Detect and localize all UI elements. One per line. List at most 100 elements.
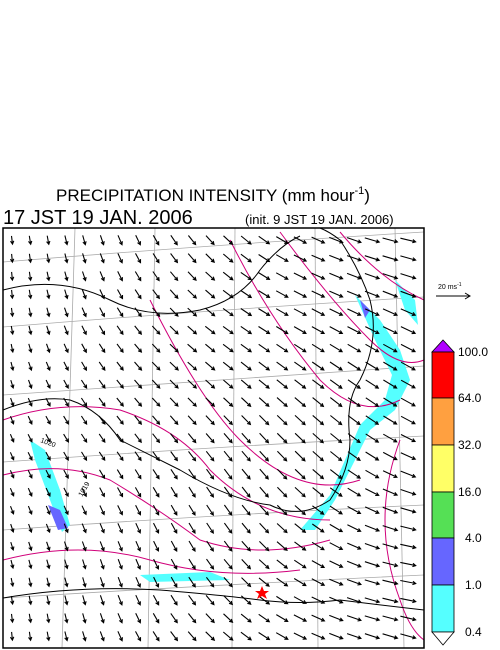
- wind-arrow: [294, 397, 307, 408]
- wind-arrow: [329, 505, 343, 515]
- wind-arrow: [10, 595, 15, 606]
- wind-arrow: [222, 289, 234, 299]
- title-text: PRECIPITATION INTENSITY (mm hour: [56, 186, 355, 205]
- wind-arrow: [206, 468, 215, 480]
- wind-arrow: [276, 343, 289, 353]
- wind-arrow: [329, 632, 344, 640]
- wind-arrow: [240, 271, 253, 281]
- wind-arrow: [64, 559, 69, 570]
- wind-arrow: [364, 524, 381, 532]
- wind-arrow: [98, 343, 106, 354]
- wind-arrow: [206, 558, 215, 570]
- wind-arrow: [240, 343, 253, 353]
- colorbar-segment: [431, 351, 455, 399]
- wind-arrow: [99, 541, 105, 552]
- wind-arrow: [45, 469, 51, 479]
- wind-arrow: [293, 272, 308, 280]
- wind-arrow: [82, 631, 87, 642]
- wind-arrow: [329, 361, 343, 371]
- wind-arrow: [27, 451, 33, 461]
- colorbar-segment: [431, 491, 455, 539]
- wind-arrow: [382, 633, 399, 640]
- colorbar-segment: [431, 537, 455, 586]
- wind-arrow: [276, 523, 288, 534]
- wind-arrow: [223, 415, 233, 426]
- wind-arrow: [117, 235, 123, 246]
- wind-arrow: [223, 397, 234, 407]
- title-superscript: -1: [355, 185, 365, 197]
- wind-arrow: [134, 271, 142, 282]
- wind-arrow: [80, 415, 88, 425]
- wind-arrow: [382, 561, 399, 568]
- wind-arrow: [152, 469, 160, 480]
- wind-arrow: [205, 450, 215, 462]
- wind-arrow: [82, 613, 87, 624]
- wind-arrow: [275, 632, 289, 640]
- wind-arrow: [400, 255, 417, 262]
- wind-arrow: [365, 379, 380, 389]
- wind-arrow: [28, 613, 33, 624]
- wind-arrow: [27, 379, 33, 390]
- wind-arrow: [382, 308, 399, 316]
- wind-arrow: [205, 271, 216, 281]
- wind-arrow: [116, 361, 124, 371]
- wind-arrow: [98, 361, 106, 372]
- wind-arrow: [294, 450, 306, 462]
- wind-arrow: [258, 397, 270, 408]
- wind-arrow: [258, 361, 271, 371]
- wind-arrow: [116, 433, 124, 444]
- wind-arrow: [382, 525, 399, 532]
- wind-arrow: [45, 415, 51, 425]
- wind-arrow: [329, 578, 344, 586]
- wind-arrow: [170, 433, 179, 444]
- wind-arrow: [329, 560, 344, 568]
- wind-arrow: [258, 632, 271, 641]
- wind-arrow: [223, 379, 234, 389]
- wind-arrow: [311, 560, 326, 568]
- wind-arrow: [135, 540, 141, 552]
- wind-arrow: [346, 560, 362, 568]
- wind-arrow: [27, 487, 33, 497]
- wind-arrow: [400, 290, 417, 298]
- wind-arrow: [27, 415, 33, 425]
- wind-arrow: [240, 235, 252, 245]
- wind-arrow: [187, 433, 197, 444]
- wind-arrow: [400, 273, 417, 280]
- wind-arrow: [383, 343, 398, 353]
- wind-arrow: [276, 326, 289, 335]
- wind-arrow: [81, 487, 87, 498]
- wind-arrow: [205, 289, 216, 299]
- wind-arrow: [241, 432, 251, 444]
- wind-arrow: [223, 235, 234, 245]
- wind-arrow: [151, 361, 161, 371]
- wind-arrow: [188, 451, 197, 462]
- wind-arrow: [400, 397, 416, 407]
- wind-arrow: [223, 450, 233, 462]
- wind-arrow: [170, 613, 178, 624]
- wind-arrow: [294, 541, 307, 551]
- wind-arrow: [169, 415, 179, 426]
- wind-arrow: [187, 397, 197, 407]
- wind-arrow: [365, 433, 380, 443]
- wind-arrow: [28, 271, 33, 282]
- wind-arrow: [365, 397, 380, 407]
- wind-arrow: [9, 289, 15, 300]
- wind-arrow: [206, 486, 215, 498]
- wind-arrow: [151, 397, 161, 407]
- wind-arrow: [46, 289, 51, 300]
- wind-arrow: [205, 253, 216, 264]
- wind-arrow: [347, 379, 361, 389]
- wind-arrow: [82, 253, 87, 264]
- wind-arrow: [153, 576, 160, 588]
- wind-arrow: [276, 595, 289, 605]
- wind-arrow: [205, 343, 216, 353]
- wind-arrow: [383, 397, 398, 407]
- wind-arrow: [365, 488, 380, 497]
- wind-arrow: [81, 361, 87, 372]
- grid-line: [2, 365, 425, 396]
- wind-arrow: [276, 415, 288, 426]
- wind-arrow: [222, 343, 234, 353]
- wind-arrow: [170, 631, 179, 642]
